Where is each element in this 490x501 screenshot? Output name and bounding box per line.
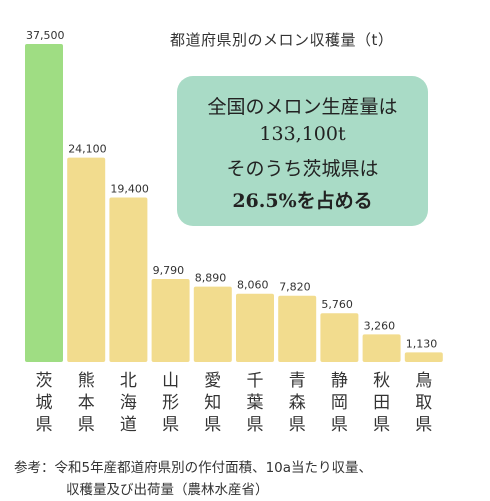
value-label-0: 37,500 xyxy=(26,29,65,42)
svg-text:本: 本 xyxy=(78,393,95,413)
category-label-5: 千葉県 xyxy=(247,371,264,435)
value-label-3: 9,790 xyxy=(153,264,185,277)
callout-line-3: そのうち茨城県は xyxy=(226,158,379,180)
category-label-1: 熊本県 xyxy=(78,371,95,435)
svg-text:茨: 茨 xyxy=(36,371,53,391)
bar-4 xyxy=(193,286,232,362)
value-label-1: 24,100 xyxy=(68,143,107,156)
svg-text:城: 城 xyxy=(36,393,53,413)
category-label-6: 青森県 xyxy=(289,371,306,435)
bar-chart: 37,500茨城県24,100熊本県19,400北海道9,790山形県8,890… xyxy=(25,29,443,435)
value-label-4: 8,890 xyxy=(195,272,227,285)
svg-text:北: 北 xyxy=(120,371,137,391)
chart-title: 都道府県別のメロン収穫量（t） xyxy=(170,31,394,49)
svg-text:愛: 愛 xyxy=(204,371,221,391)
source-note: 参考：令和5年産都道府県別の作付面積、10a当たり収量、 収穫量及び出荷量（農林… xyxy=(14,457,484,501)
bar-0 xyxy=(25,44,63,362)
category-label-8: 秋田県 xyxy=(373,371,390,435)
svg-text:千: 千 xyxy=(247,371,264,391)
svg-text:県: 県 xyxy=(331,415,348,435)
source-note-line-1: 参考：令和5年産都道府県別の作付面積、10a当たり収量、 xyxy=(14,460,373,476)
svg-text:海: 海 xyxy=(120,393,137,413)
category-label-7: 静岡県 xyxy=(331,371,348,435)
callout-line-1: 全国のメロン生産量は xyxy=(207,96,398,118)
category-label-0: 茨城県 xyxy=(36,371,53,435)
bar-7 xyxy=(320,313,359,362)
svg-text:県: 県 xyxy=(162,415,179,435)
svg-text:県: 県 xyxy=(289,415,306,435)
category-label-9: 鳥取県 xyxy=(415,371,432,435)
svg-text:取: 取 xyxy=(415,393,432,413)
value-label-6: 7,820 xyxy=(279,281,311,294)
svg-text:秋: 秋 xyxy=(373,371,390,391)
category-label-4: 愛知県 xyxy=(204,371,221,435)
svg-text:県: 県 xyxy=(36,415,53,435)
bar-2 xyxy=(109,197,148,362)
value-label-2: 19,400 xyxy=(110,183,148,196)
category-label-3: 山形県 xyxy=(162,371,179,435)
callout-line-4: 26.5%を占める xyxy=(232,190,373,212)
svg-text:県: 県 xyxy=(78,415,95,435)
svg-text:形: 形 xyxy=(162,393,179,413)
bar-8 xyxy=(362,334,401,362)
svg-text:県: 県 xyxy=(415,415,432,435)
svg-text:森: 森 xyxy=(289,393,306,413)
svg-text:静: 静 xyxy=(331,371,348,391)
value-label-5: 8,060 xyxy=(237,279,269,292)
svg-text:知: 知 xyxy=(204,393,221,413)
bar-1 xyxy=(67,157,106,362)
svg-text:熊: 熊 xyxy=(78,371,95,391)
category-label-2: 北海道 xyxy=(120,371,137,435)
svg-text:青: 青 xyxy=(289,371,306,391)
callout-line-2: 133,100t xyxy=(259,123,346,145)
value-label-8: 3,260 xyxy=(364,319,396,332)
bar-3 xyxy=(151,279,190,362)
svg-text:田: 田 xyxy=(373,393,390,413)
bar-5 xyxy=(236,293,274,362)
value-label-7: 5,760 xyxy=(321,298,353,311)
svg-text:県: 県 xyxy=(204,415,221,435)
bar-6 xyxy=(278,295,317,362)
source-note-line-2: 収穫量及び出荷量（農林水産省） xyxy=(66,482,269,498)
svg-text:山: 山 xyxy=(162,371,179,391)
svg-text:県: 県 xyxy=(247,415,264,435)
callout-box: 全国のメロン生産量は 133,100t そのうち茨城県は 26.5%を占める xyxy=(177,76,428,226)
svg-text:道: 道 xyxy=(120,415,137,435)
svg-text:岡: 岡 xyxy=(331,393,348,413)
svg-text:鳥: 鳥 xyxy=(415,371,432,391)
value-label-9: 1,130 xyxy=(406,337,438,350)
svg-text:県: 県 xyxy=(373,415,390,435)
svg-text:葉: 葉 xyxy=(247,393,264,413)
bar-9 xyxy=(404,352,443,362)
